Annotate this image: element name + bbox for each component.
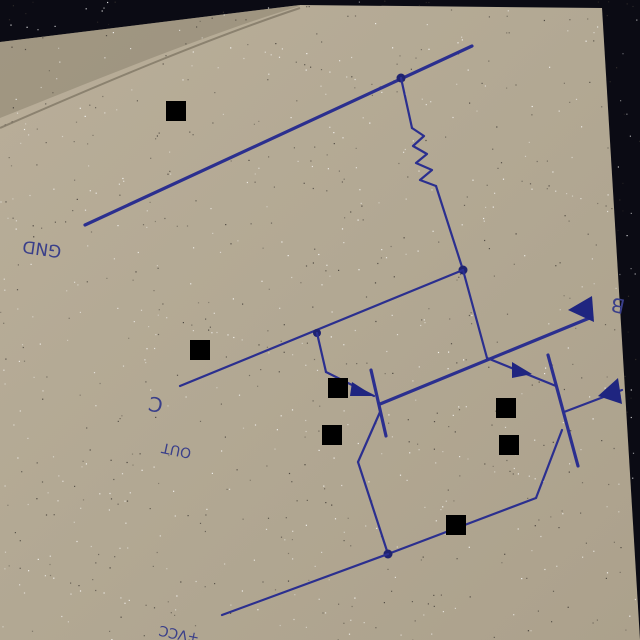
npn-transistor-q1 xyxy=(324,368,388,464)
wire-to-q1-collector xyxy=(315,331,328,374)
redaction-box xyxy=(499,435,519,455)
wire-q1-emitter-down xyxy=(356,460,390,556)
b-arrow xyxy=(568,296,594,322)
c-line xyxy=(178,268,465,388)
b-line xyxy=(378,315,594,406)
redaction-box xyxy=(166,101,186,121)
c-label: C xyxy=(146,391,165,417)
redaction-box xyxy=(446,515,466,535)
wire-to-q2-collector xyxy=(461,268,489,360)
paper-sheet xyxy=(0,5,640,640)
redaction-box xyxy=(328,378,348,398)
resistor-symbol xyxy=(399,76,465,272)
out-label: OUT xyxy=(160,439,193,461)
vcc-rail xyxy=(220,552,390,617)
paper-fold-line xyxy=(0,7,301,129)
gnd-rail xyxy=(83,44,474,227)
paper-fold-shadow xyxy=(0,5,300,118)
b-label: B xyxy=(609,292,627,318)
redaction-box xyxy=(322,425,342,445)
redaction-box xyxy=(496,398,516,418)
redaction-box xyxy=(190,340,210,360)
npn-transistor-q2 xyxy=(485,353,624,500)
